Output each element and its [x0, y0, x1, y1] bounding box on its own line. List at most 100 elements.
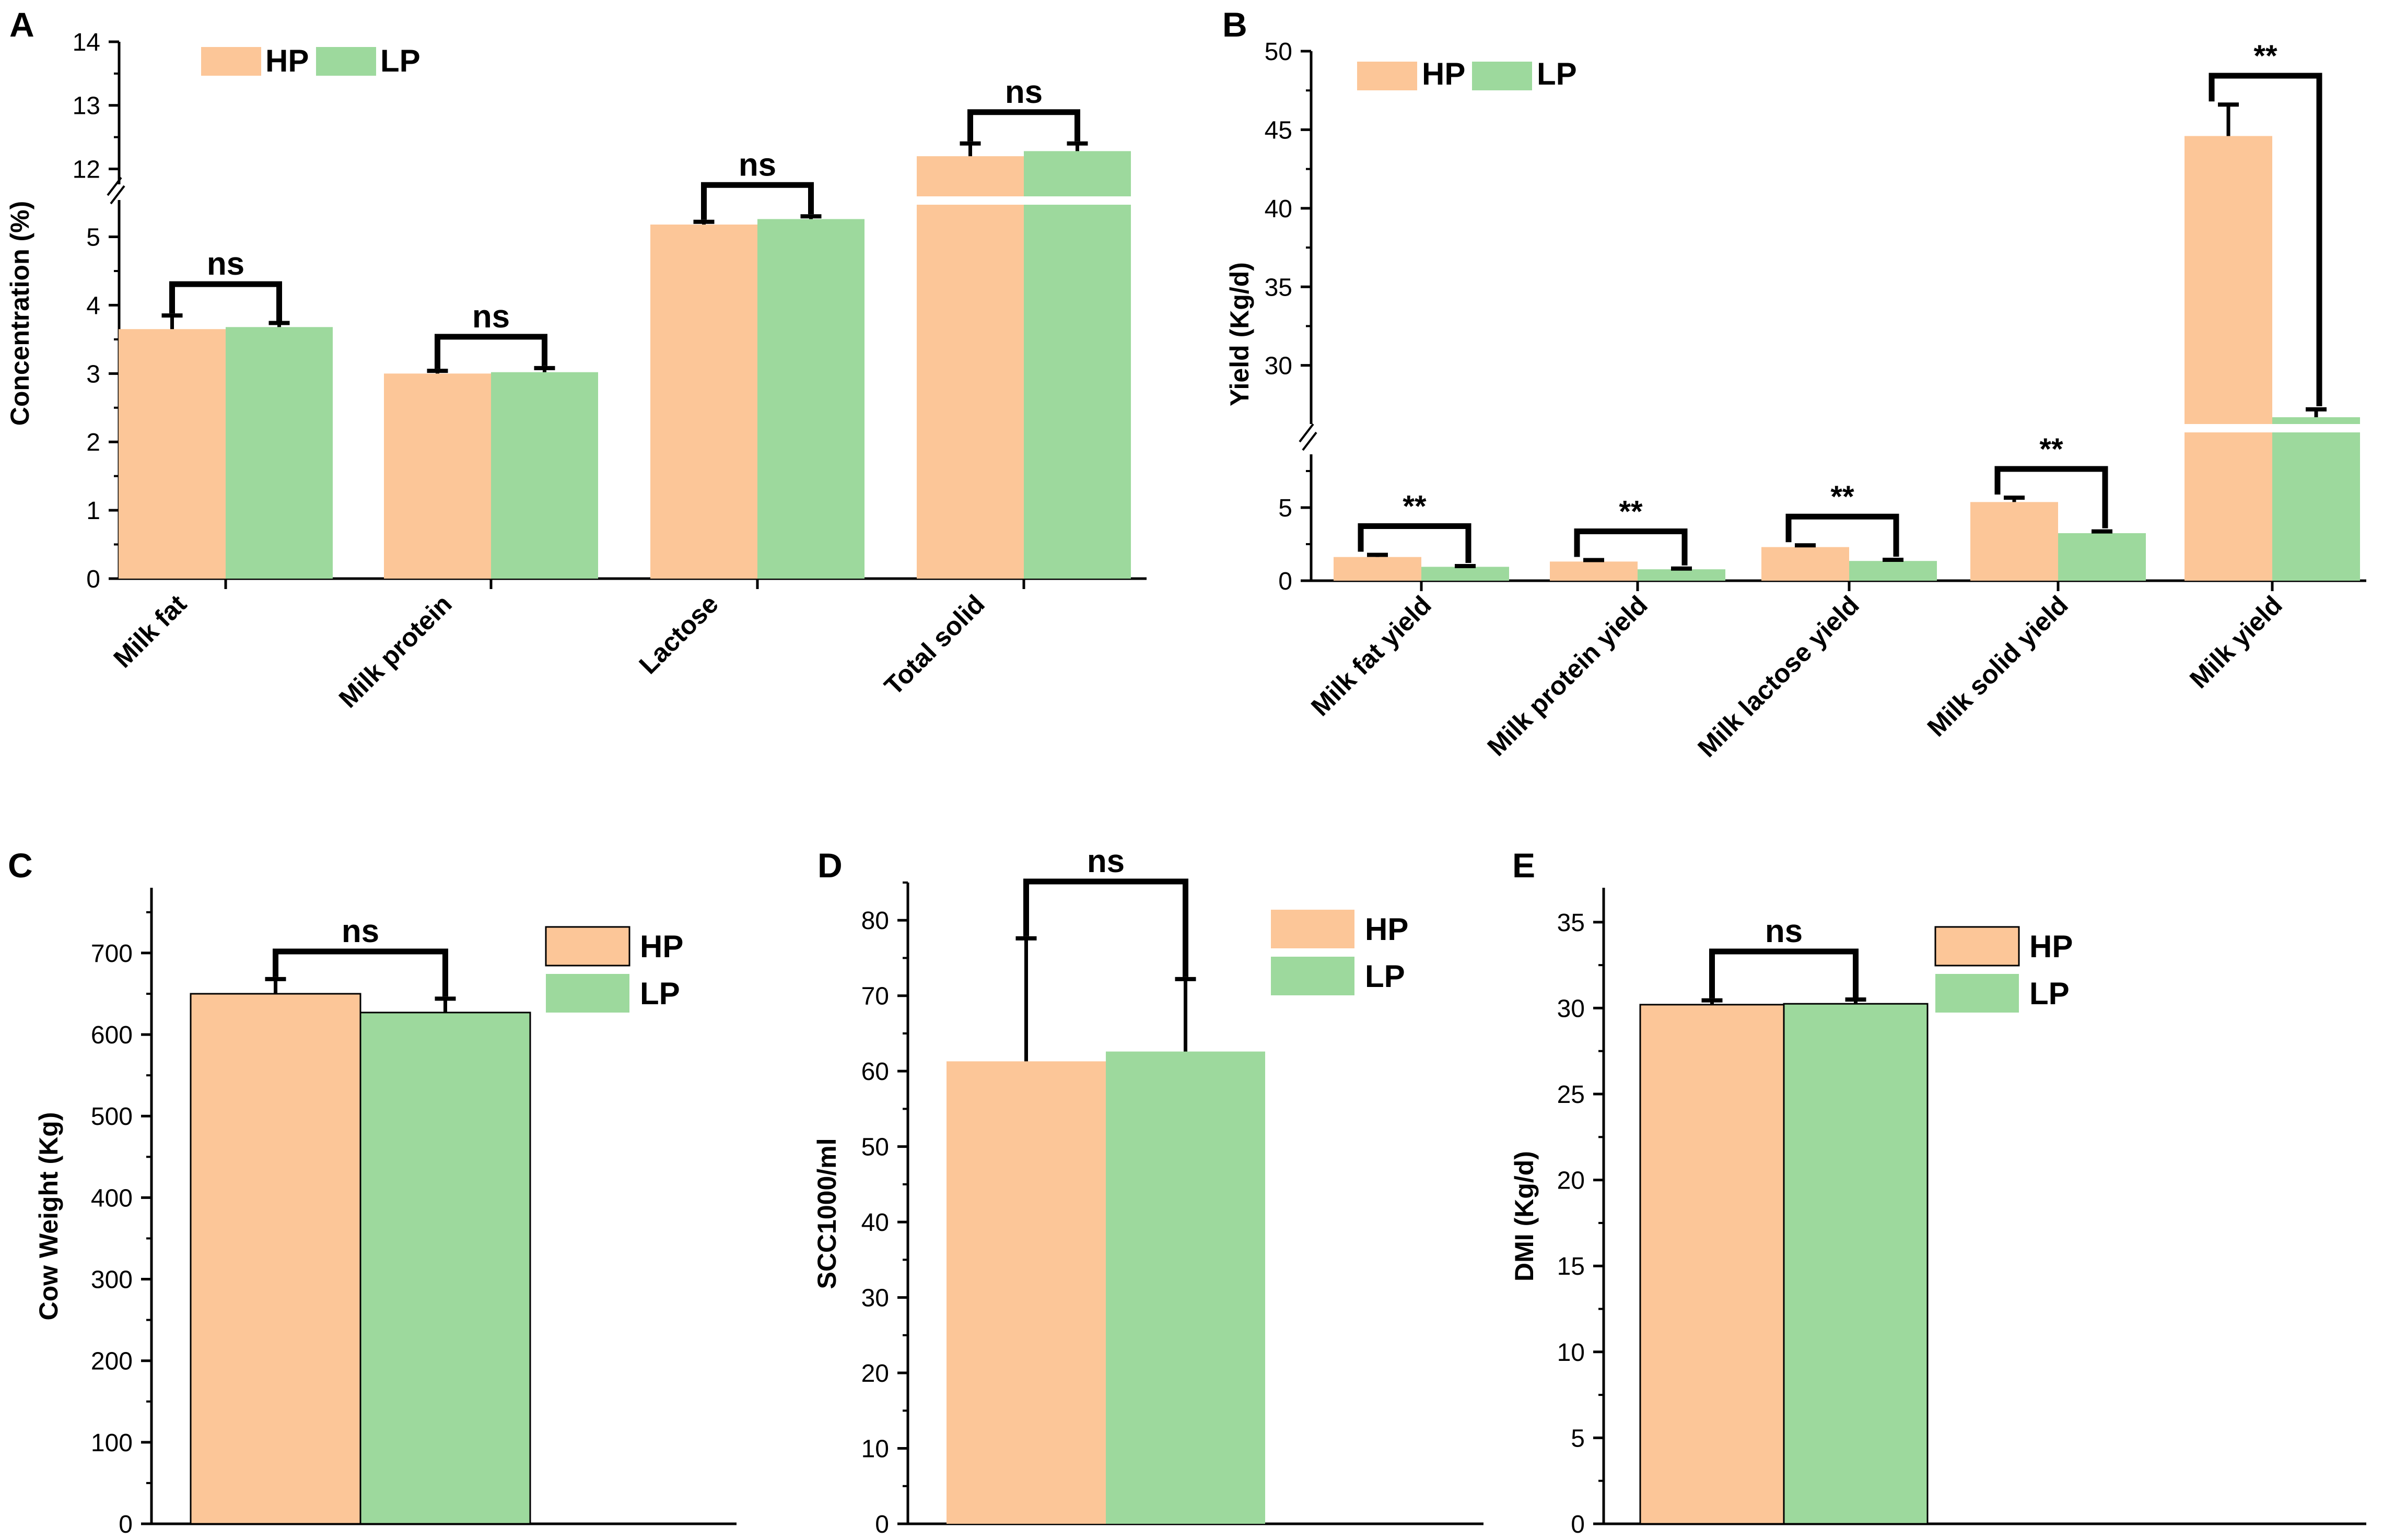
y-tick-label: 700	[91, 940, 133, 968]
x-tick-label: Lactose	[634, 589, 724, 679]
bar-lp	[757, 219, 865, 579]
legend-label-lp: LP	[1365, 959, 1405, 994]
significance-bracket	[701, 182, 814, 220]
y-tick-label: 3	[86, 360, 100, 388]
legend-swatch-hp	[201, 47, 261, 76]
x-tick-label: Milk protein	[333, 589, 458, 713]
y-tick-label: 400	[91, 1184, 133, 1212]
significance-bracket	[273, 948, 448, 997]
x-tick-label: Milk protein yield	[1481, 590, 1653, 761]
bar-lp	[226, 327, 333, 579]
y-tick-label: 70	[861, 983, 889, 1010]
significance-bracket-label: ns	[342, 913, 379, 949]
panel-c-chart: 0 100 200 300 400 500 600 700 Cow Weight (Kg) ns H…	[34, 888, 737, 1538]
y-axis-title: Yield (Kg/d)	[1225, 262, 1254, 406]
y-tick-label: 50	[861, 1134, 889, 1161]
y-tick-label: 0	[119, 1511, 133, 1538]
bar-break-gap	[2183, 424, 2273, 432]
significance-bracket	[1709, 948, 1859, 998]
significance-bracket-label: **	[1619, 495, 1643, 529]
y-tick-label: 25	[1557, 1081, 1585, 1109]
bar-hp	[2185, 136, 2272, 581]
y-tick-label: 35	[1557, 909, 1585, 937]
significance-bracket	[1023, 878, 1188, 977]
significance-bracket-label: ns	[1005, 74, 1043, 110]
y-tick-label: 20	[1557, 1167, 1585, 1195]
bar-lp	[491, 372, 598, 579]
bar-hp	[1334, 557, 1421, 581]
bar-lp	[1849, 561, 1937, 581]
y-tick-label: 500	[91, 1103, 133, 1131]
x-tick-label: Milk solid yield	[1922, 590, 2074, 742]
y-axis-title: Cow Weight (Kg)	[34, 1112, 63, 1321]
significance-bracket-label: ns	[739, 147, 776, 183]
y-tick-label: 35	[1265, 274, 1292, 301]
significance-bracket-label: **	[1403, 489, 1427, 523]
significance-bracket	[1785, 513, 1899, 557]
legend-swatch-hp	[1934, 926, 2020, 967]
bar-lp	[1421, 567, 1509, 581]
panel-label-b: B	[1222, 5, 1247, 44]
y-tick-label: 40	[1265, 195, 1292, 223]
y-tick-label: 50	[1265, 38, 1292, 66]
bar-lp	[1638, 569, 1725, 581]
significance-bracket	[967, 109, 1080, 142]
y-tick-label: 15	[1557, 1253, 1585, 1280]
legend-swatch-lp	[1472, 62, 1532, 90]
significance-bracket-label: ns	[1087, 843, 1125, 879]
panel-d-chart: 0 10 20 30 40 50 60 70 80 SCC1000/ml ns HP LP	[812, 843, 1483, 1538]
y-tick-label: 5	[1571, 1425, 1585, 1452]
y-axis-title: DMI (Kg/d)	[1510, 1151, 1539, 1282]
y-tick-label: 1	[86, 497, 100, 525]
bar-hp	[190, 993, 361, 1525]
y-tick-label: 60	[861, 1058, 889, 1086]
y-tick-label: 5	[1278, 495, 1292, 522]
y-tick-label: 12	[73, 156, 100, 183]
y-tick-label: 13	[73, 92, 100, 120]
legend-label-lp: LP	[640, 976, 680, 1011]
legend-swatch-lp	[1935, 974, 2019, 1013]
y-tick-label: 5	[86, 224, 100, 252]
y-tick-label: 80	[861, 907, 889, 935]
legend-swatch-lp	[316, 47, 376, 76]
legend-label-lp: LP	[380, 43, 420, 78]
bar-hp	[947, 1061, 1106, 1524]
bar-hp	[650, 224, 757, 579]
bar-lp	[1024, 151, 1131, 579]
legend-label-hp: HP	[265, 43, 309, 78]
x-tick-label: Total solid	[879, 589, 990, 701]
significance-bracket-label: ns	[472, 299, 510, 335]
significance-bracket-label: ns	[207, 246, 244, 282]
bar-hp	[1550, 561, 1638, 581]
y-axis-title: SCC1000/ml	[812, 1138, 842, 1289]
y-tick-label: 4	[86, 292, 100, 320]
y-tick-label: 30	[1265, 352, 1292, 380]
panel-e-chart: 0 5 10 15 20 25 30 35 DMI (Kg/d) ns HP LP	[1510, 888, 2366, 1538]
x-tick-label: Milk lactose yield	[1692, 590, 1864, 762]
significance-bracket	[1994, 466, 2108, 528]
bar-hp	[1639, 1004, 1785, 1525]
bar-hp	[1970, 502, 2058, 581]
y-tick-label: 14	[73, 29, 100, 56]
y-tick-label: 30	[861, 1285, 889, 1312]
x-tick-label: Milk fat yield	[1305, 590, 1437, 722]
legend-label-hp: HP	[1422, 56, 1465, 91]
significance-bracket	[435, 334, 547, 369]
significance-bracket-label: ns	[1765, 913, 1803, 949]
legend-swatch-hp	[545, 926, 630, 967]
y-tick-label: 100	[91, 1429, 133, 1457]
y-tick-label: 0	[875, 1511, 889, 1538]
y-tick-label: 40	[861, 1209, 889, 1237]
bar-lp	[1106, 1051, 1265, 1524]
panel-b-chart: 0 5 30 35 40 45 50 Yield (Kg/d) HP LP ** Milk fat y…	[1225, 38, 2366, 763]
y-tick-label: 20	[861, 1360, 889, 1388]
legend-label-hp: HP	[640, 929, 683, 964]
legend-label-lp: LP	[2029, 976, 2070, 1011]
bar-lp	[2272, 417, 2360, 581]
y-tick-label: 300	[91, 1266, 133, 1294]
y-tick-label: 200	[91, 1348, 133, 1376]
y-tick-label: 10	[1557, 1339, 1585, 1367]
y-tick-label: 0	[86, 566, 100, 593]
axis-break-1	[1299, 423, 1314, 443]
bar-lp	[2058, 533, 2146, 581]
